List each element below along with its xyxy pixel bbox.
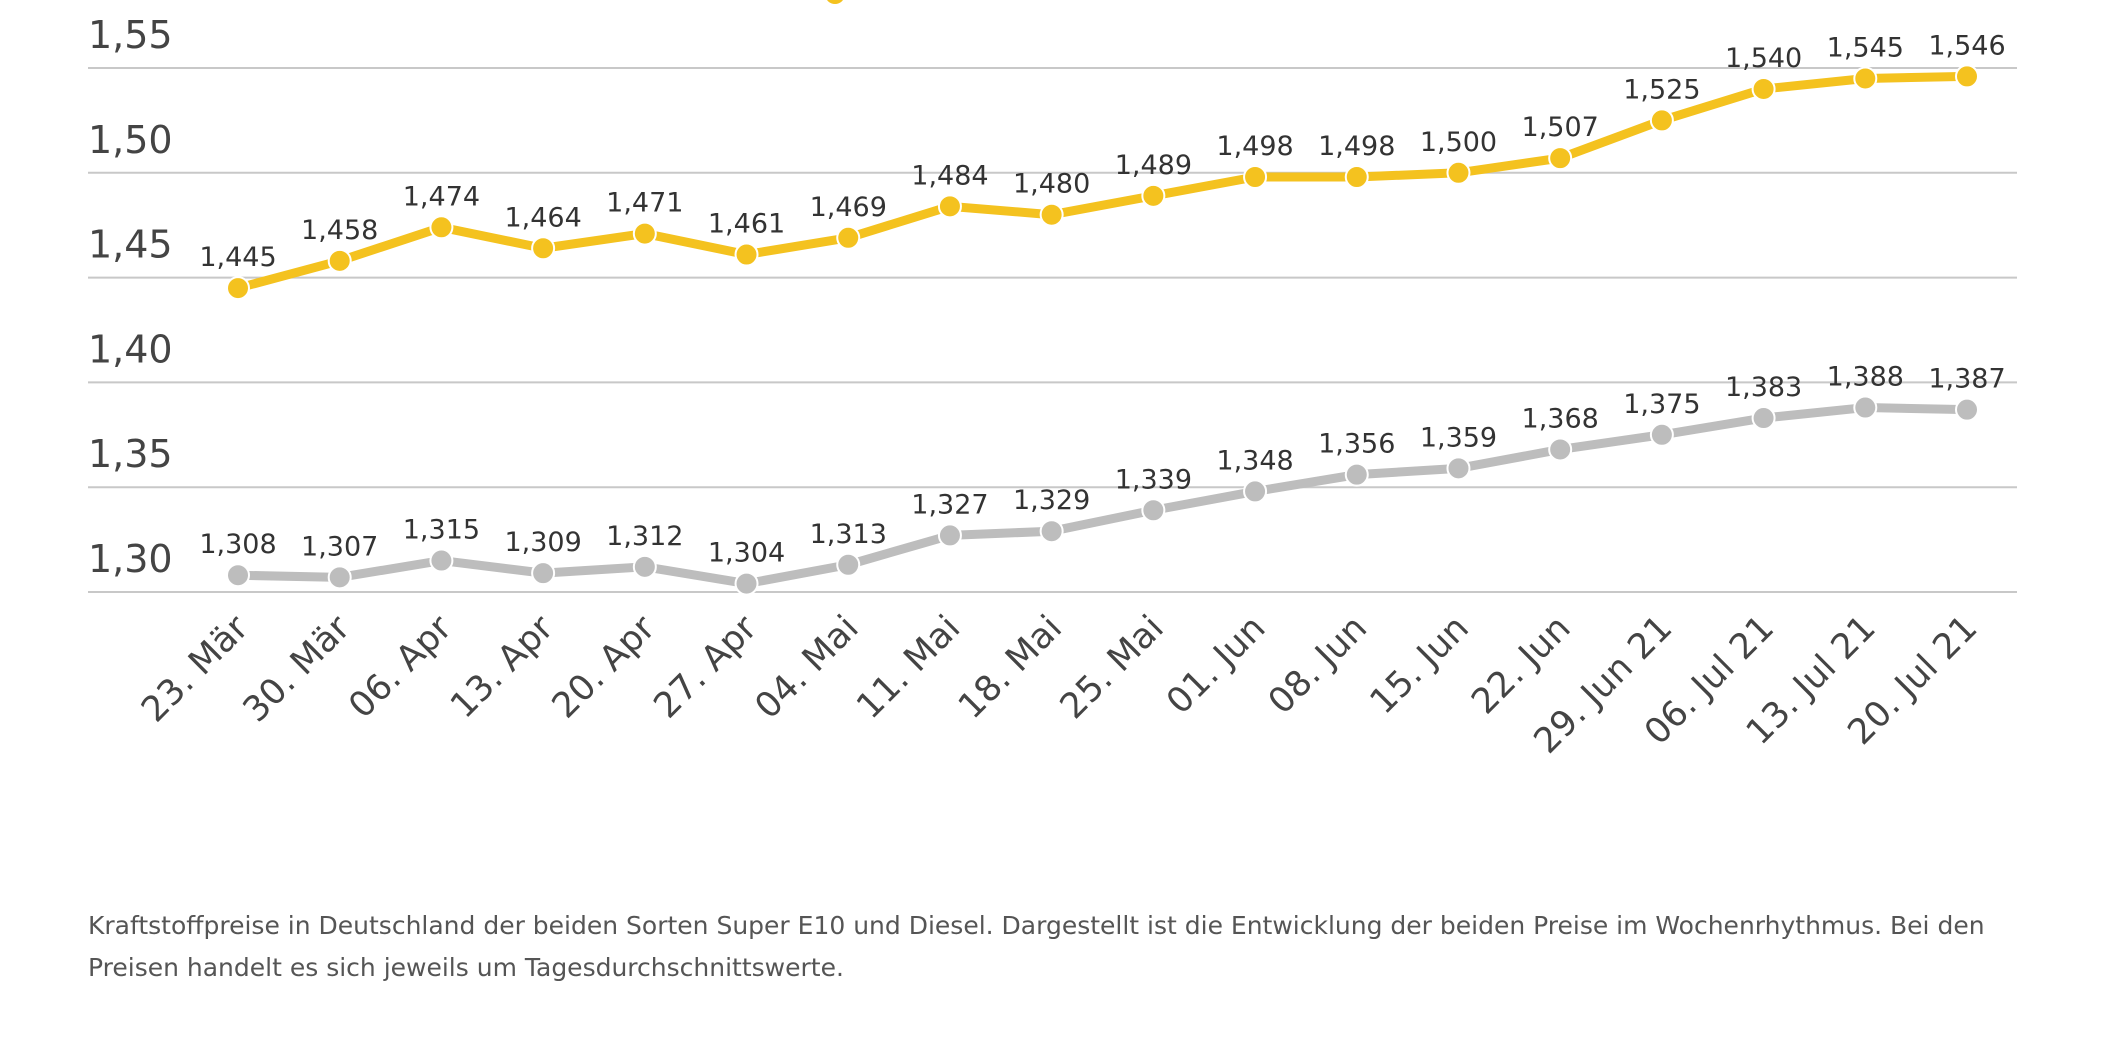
data-label: 1,461: [708, 209, 785, 240]
legend-marker: [827, 0, 843, 4]
y-tick-label: 1,35: [88, 432, 173, 476]
y-tick-label: 1,30: [88, 537, 173, 581]
data-label: 1,498: [1318, 131, 1395, 162]
data-point: [1751, 406, 1776, 431]
data-label: 1,387: [1928, 364, 2005, 395]
data-label: 1,484: [911, 160, 988, 191]
data-point: [1039, 202, 1064, 227]
data-label: 1,525: [1623, 74, 1700, 105]
data-label: 1,474: [403, 181, 480, 212]
x-tick-label: 18. Mai: [951, 608, 1070, 727]
data-point: [1649, 422, 1674, 447]
data-point: [429, 548, 454, 573]
data-label: 1,540: [1725, 43, 1802, 74]
x-tick-label: 15. Jun: [1363, 608, 1477, 722]
data-point: [836, 552, 861, 577]
data-label: 1,356: [1318, 429, 1395, 460]
data-point: [1243, 164, 1268, 189]
data-label: 1,388: [1827, 362, 1904, 393]
data-point: [937, 194, 962, 219]
data-label: 1,315: [403, 515, 480, 546]
chart-caption: Kraftstoffpreise in Deutschland der beid…: [88, 911, 1985, 982]
data-label: 1,383: [1725, 372, 1802, 403]
data-label: 1,480: [1013, 169, 1090, 200]
data-label: 1,489: [1115, 150, 1192, 181]
data-label: 1,464: [504, 202, 581, 233]
data-point: [1955, 64, 1979, 89]
data-point: [734, 571, 759, 596]
x-tick-label: 13. Apr: [443, 608, 562, 727]
data-point: [429, 215, 454, 240]
x-tick-label: 20. Apr: [545, 608, 664, 727]
x-tick-label: 01. Jun: [1159, 608, 1273, 722]
y-tick-label: 1,40: [88, 327, 173, 371]
series-line-0: [236, 71, 1968, 293]
data-label: 1,327: [911, 489, 988, 520]
x-tick-label: 25. Mai: [1053, 608, 1172, 727]
data-point: [1141, 498, 1166, 523]
data-label: 1,359: [1420, 422, 1497, 453]
data-point: [327, 565, 352, 590]
data-label: 1,313: [810, 519, 887, 550]
data-point: [1141, 183, 1166, 208]
data-point: [531, 236, 556, 261]
data-point: [1853, 66, 1878, 91]
data-point: [1344, 462, 1369, 487]
data-label: 1,309: [504, 527, 581, 558]
data-label: 1,469: [810, 192, 887, 223]
x-tick-label: 06. Apr: [341, 608, 460, 727]
data-point: [1853, 395, 1878, 420]
data-label: 1,546: [1928, 30, 2005, 61]
data-label: 1,545: [1827, 32, 1904, 63]
data-point: [836, 225, 861, 250]
x-tick-label: 04. Mai: [748, 608, 867, 727]
x-tick-label: 23. Mär: [134, 608, 257, 731]
data-point: [226, 563, 250, 588]
data-label: 1,348: [1216, 445, 1293, 476]
data-point: [1751, 76, 1776, 101]
data-point: [1446, 160, 1471, 185]
data-label: 1,375: [1623, 389, 1700, 420]
fuel-price-chart: 1,30 1,35 1,40 1,45 1,50 1,55 1,445 1,458 1,474 1…: [88, 0, 2017, 762]
y-tick-label: 1,50: [88, 118, 173, 162]
data-label: 1,312: [606, 521, 683, 552]
data-point: [734, 242, 759, 267]
data-label: 1,329: [1013, 485, 1090, 516]
data-label: 1,304: [708, 538, 785, 569]
y-tick-label: 1,55: [88, 13, 173, 57]
x-tick-label: 08. Jun: [1261, 608, 1375, 722]
data-label: 1,308: [199, 529, 276, 560]
data-label: 1,368: [1522, 403, 1599, 434]
x-tick-label: 27. Apr: [647, 608, 766, 727]
data-point: [531, 561, 556, 586]
data-point: [1955, 397, 1979, 422]
x-tick-label: 30. Mär: [236, 608, 359, 731]
data-point: [632, 221, 657, 246]
data-point: [1039, 519, 1064, 544]
data-label: 1,471: [606, 188, 683, 219]
data-label: 1,445: [199, 242, 276, 273]
data-point: [632, 554, 657, 579]
data-point: [1446, 456, 1471, 481]
data-label: 1,498: [1216, 131, 1293, 162]
data-point: [1649, 108, 1674, 133]
data-label: 1,507: [1522, 112, 1599, 143]
data-point: [937, 523, 962, 548]
data-point: [1243, 479, 1268, 504]
y-tick-label: 1,45: [88, 223, 173, 267]
series-line-1: [237, 403, 1968, 589]
data-point: [1548, 146, 1573, 171]
data-point: [1344, 164, 1369, 189]
data-point: [226, 276, 250, 301]
x-tick-label: 11. Mai: [849, 608, 968, 727]
data-label: 1,339: [1115, 464, 1192, 495]
data-point: [327, 248, 352, 273]
data-label: 1,458: [301, 215, 378, 246]
data-label: 1,307: [301, 531, 378, 562]
data-label: 1,500: [1420, 127, 1497, 158]
data-point: [1548, 437, 1573, 462]
